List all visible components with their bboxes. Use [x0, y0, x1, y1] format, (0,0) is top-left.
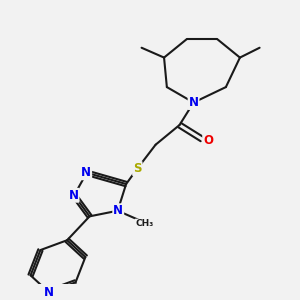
Text: CH₃: CH₃ [135, 219, 154, 228]
Text: N: N [189, 96, 199, 109]
Text: O: O [203, 134, 213, 147]
Text: N: N [44, 286, 54, 299]
Text: N: N [113, 204, 123, 217]
Text: N: N [81, 166, 91, 179]
Text: S: S [133, 162, 142, 175]
Text: N: N [69, 189, 79, 202]
